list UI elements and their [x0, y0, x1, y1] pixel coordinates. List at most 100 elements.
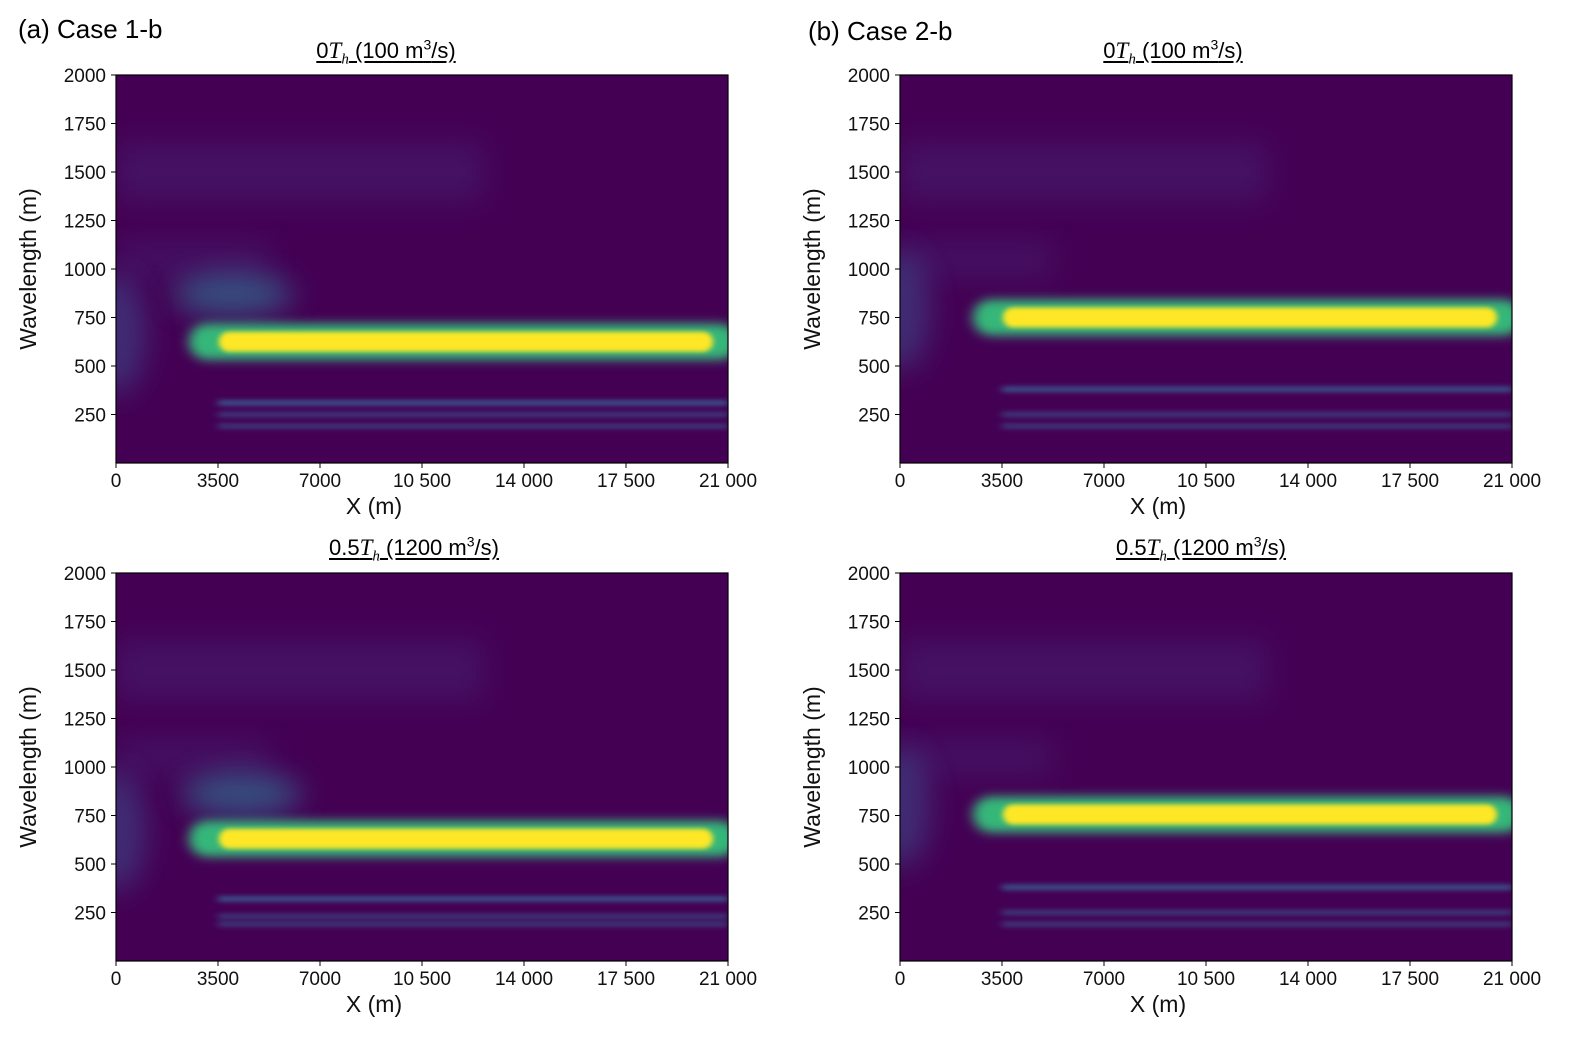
- y-tick-label: 1250: [64, 212, 106, 233]
- x-tick-label: 0: [895, 471, 906, 492]
- secondary-band: [218, 423, 728, 430]
- y-tick-label: 250: [858, 904, 890, 925]
- title-suffix: (100 m: [348, 38, 424, 63]
- title-suffix: (1200 m: [379, 535, 467, 560]
- x-axis-label: X (m): [1130, 991, 1186, 1017]
- y-axis-label: Wavelength (m): [15, 686, 41, 847]
- x-tick-label: 10 500: [393, 969, 451, 990]
- title-prefix: 0.5: [329, 535, 360, 560]
- x-tick-label: 10 500: [1177, 471, 1235, 492]
- title-superscript: 3: [1253, 533, 1262, 550]
- panel-title-a_bottom: 0.5Th (1200 m3/s): [329, 535, 499, 565]
- x-tick-label: 14 000: [1279, 471, 1337, 492]
- heatmap-panel-a_bottom: 0 3500 7000 10 500 14 000 17 500 21 000 250 500 7…: [15, 564, 757, 1017]
- title-symbol: T: [1115, 38, 1129, 63]
- case-label-b: (b) Case 2-b: [808, 16, 953, 46]
- title-superscript: 3: [1210, 36, 1219, 53]
- faint-blob: [900, 640, 1268, 700]
- x-tick-label: 10 500: [393, 471, 451, 492]
- x-tick-label: 21 000: [1483, 471, 1541, 492]
- plot-area-b_bottom: [900, 573, 1512, 961]
- y-tick-label: 1500: [64, 163, 106, 184]
- y-tick-label: 1500: [848, 661, 890, 682]
- title-end: /s): [474, 535, 499, 560]
- y-tick-label: 2000: [848, 66, 890, 87]
- title-prefix: 0: [316, 38, 329, 63]
- title-subscript: h: [341, 51, 349, 68]
- ridge-core: [1002, 307, 1497, 328]
- panel-title-b_bottom: 0.5Th (1200 m3/s): [1116, 535, 1286, 565]
- x-axis-label: X (m): [346, 493, 402, 519]
- y-tick-label: 750: [74, 309, 106, 330]
- x-tick-label: 7000: [299, 471, 341, 492]
- title-suffix: (100 m: [1135, 38, 1211, 63]
- heatmap-panel-b_top: 0 3500 7000 10 500 14 000 17 500 21 000 250 500 7…: [799, 66, 1541, 519]
- faint-blob: [116, 737, 269, 777]
- secondary-band: [1002, 921, 1512, 928]
- y-axis-label: Wavelength (m): [15, 188, 41, 349]
- heatmap-panel-a_top: 0 3500 7000 10 500 14 000 17 500 21 000 250 500 7…: [15, 66, 757, 519]
- y-tick-label: 500: [74, 855, 106, 876]
- edge-glow: [900, 249, 930, 370]
- y-tick-label: 1250: [848, 212, 890, 233]
- x-tick-label: 17 500: [1381, 471, 1439, 492]
- x-tick-label: 7000: [299, 969, 341, 990]
- y-tick-label: 1250: [64, 710, 106, 731]
- y-axis-label: Wavelength (m): [799, 188, 825, 349]
- title-subscript: h: [1128, 51, 1136, 68]
- title-end: /s): [431, 38, 456, 63]
- plot-area-a_top: [116, 75, 728, 463]
- secondary-band: [1002, 884, 1512, 891]
- secondary-band: [1002, 909, 1512, 916]
- title-end: /s): [1261, 535, 1286, 560]
- halo-blob: [181, 772, 302, 817]
- x-tick-label: 0: [895, 969, 906, 990]
- faint-blob: [900, 142, 1268, 202]
- heatmap-panel-b_bottom: 0 3500 7000 10 500 14 000 17 500 21 000 250 500 7…: [799, 564, 1541, 1017]
- ridge-core: [218, 828, 713, 849]
- y-tick-label: 250: [74, 406, 106, 427]
- title-superscript: 3: [466, 533, 475, 550]
- ridge-core: [1002, 804, 1497, 825]
- edge-glow: [900, 746, 930, 867]
- secondary-band: [218, 921, 728, 928]
- x-tick-label: 14 000: [495, 969, 553, 990]
- x-tick-label: 17 500: [597, 969, 655, 990]
- y-tick-label: 750: [858, 807, 890, 828]
- y-tick-label: 1000: [64, 260, 106, 281]
- plot-area-b_top: [900, 75, 1512, 463]
- x-tick-label: 14 000: [1279, 969, 1337, 990]
- x-tick-label: 0: [111, 471, 122, 492]
- secondary-band: [218, 913, 728, 920]
- edge-glow: [116, 274, 146, 394]
- title-subscript: h: [372, 548, 380, 565]
- y-tick-label: 1750: [64, 613, 106, 634]
- faint-blob: [900, 239, 1053, 279]
- secondary-band: [218, 411, 728, 418]
- y-tick-label: 1750: [848, 613, 890, 634]
- title-end: /s): [1218, 38, 1243, 63]
- secondary-band: [1002, 423, 1512, 430]
- title-prefix: 0: [1103, 38, 1116, 63]
- x-tick-label: 21 000: [1483, 969, 1541, 990]
- y-tick-label: 500: [74, 357, 106, 378]
- x-tick-label: 7000: [1083, 471, 1125, 492]
- x-axis-label: X (m): [1130, 493, 1186, 519]
- x-tick-label: 3500: [197, 471, 239, 492]
- faint-blob: [116, 640, 484, 700]
- faint-blob: [116, 239, 269, 279]
- secondary-band: [218, 399, 728, 406]
- title-prefix: 0.5: [1116, 535, 1147, 560]
- x-tick-label: 3500: [981, 969, 1023, 990]
- x-tick-label: 21 000: [699, 471, 757, 492]
- x-tick-label: 3500: [981, 471, 1023, 492]
- y-tick-label: 250: [74, 904, 106, 925]
- panel-title-b_top: 0Th (100 m3/s): [1103, 38, 1242, 68]
- y-tick-label: 500: [858, 357, 890, 378]
- y-tick-label: 750: [74, 807, 106, 828]
- y-tick-label: 750: [858, 309, 890, 330]
- y-tick-label: 250: [858, 406, 890, 427]
- y-tick-label: 1500: [848, 163, 890, 184]
- y-tick-label: 500: [858, 855, 890, 876]
